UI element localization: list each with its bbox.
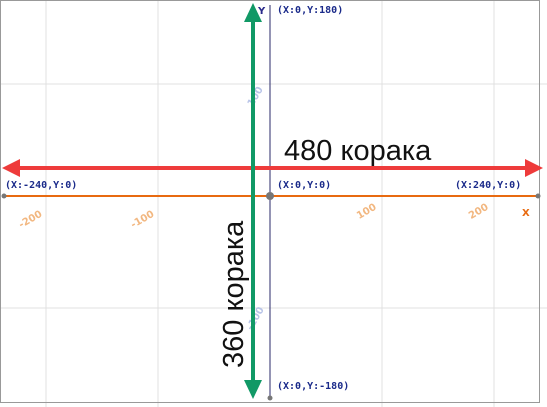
point [267,395,273,401]
y-axis-name: Y [257,6,266,17]
arrow-head [525,159,543,177]
point [535,193,541,199]
point [1,193,7,199]
width-arrow [2,159,543,177]
x-axis-name: X [522,208,530,219]
height-label: 360 корака [218,220,250,368]
stage-border [0,0,540,403]
arrow-head [244,380,262,399]
coord-label: (X:-240,Y:0) [5,180,77,191]
coord-label: (X:0,Y:180) [277,5,343,16]
height-arrow [244,3,262,399]
origin [266,192,274,200]
arrow-head [2,159,20,177]
coord-label: (X:240,Y:0) [455,180,521,191]
coord-label: (X:0,Y:-180) [277,381,349,392]
coord-label: (X:0,Y:0) [277,180,331,191]
arrow-head [244,3,262,22]
width-label: 480 корака [284,135,432,167]
